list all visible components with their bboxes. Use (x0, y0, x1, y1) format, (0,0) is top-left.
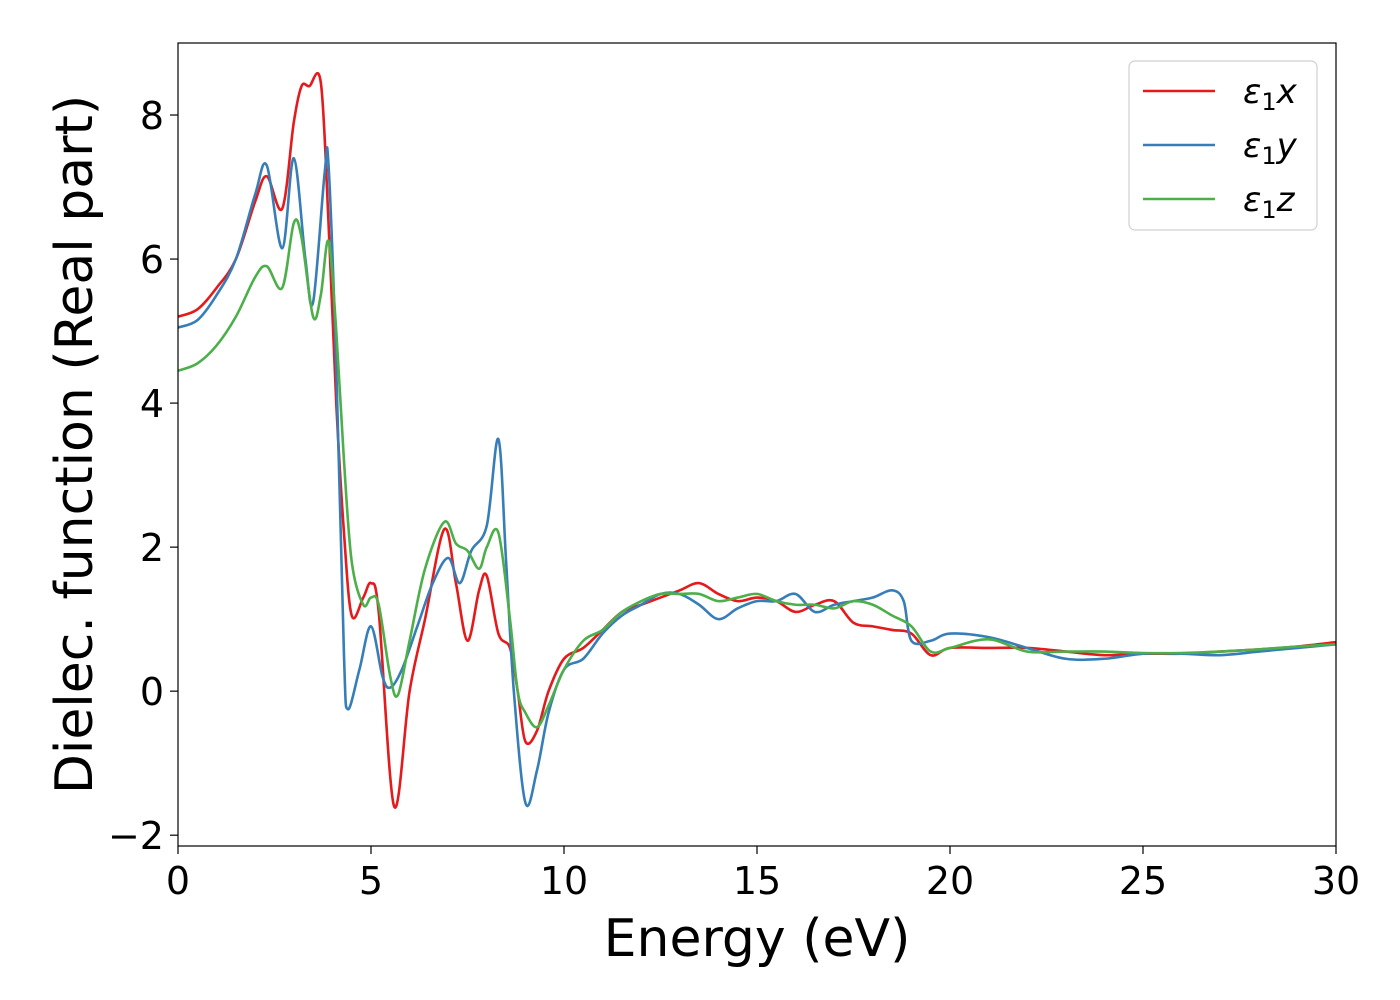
y-axis-label: Dielec. function (Real part) (45, 95, 105, 794)
legend-label-z: ε1z (1243, 180, 1296, 224)
x-tick-label: 10 (540, 859, 588, 903)
x-axis-label: Energy (eV) (604, 909, 911, 969)
series-line-z (178, 218, 1336, 729)
y-tick-label: −2 (108, 814, 164, 858)
y-axis-ticks: −2 0 2 4 6 8 (108, 94, 178, 858)
legend-label-x: ε1x (1243, 72, 1298, 116)
x-tick-label: 20 (926, 859, 974, 903)
y-tick-label: 8 (140, 94, 164, 138)
x-tick-label: 5 (359, 859, 383, 903)
x-tick-label: 25 (1119, 859, 1167, 903)
series-line-x (178, 72, 1336, 809)
legend-label-y: ε1y (1243, 126, 1298, 170)
series-layer (178, 72, 1336, 809)
series-line-y (178, 146, 1336, 808)
x-axis-ticks: 0 5 10 15 20 25 30 (166, 846, 1360, 903)
x-tick-label: 0 (166, 859, 190, 903)
legend-box (1128, 60, 1318, 231)
legend: ε1x ε1y ε1z (1128, 60, 1318, 231)
x-tick-label: 15 (733, 859, 781, 903)
x-tick-label: 30 (1312, 859, 1360, 903)
y-tick-label: 4 (140, 382, 164, 426)
y-tick-label: 0 (140, 670, 164, 714)
y-tick-label: 2 (140, 526, 164, 570)
y-tick-label: 6 (140, 238, 164, 282)
